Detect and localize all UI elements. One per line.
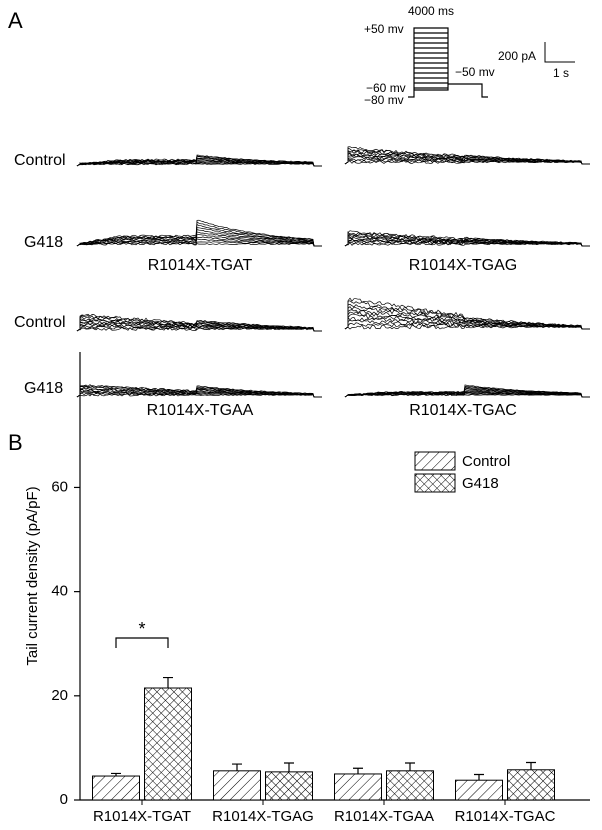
scale-bar — [544, 42, 575, 63]
legend-label: G418 — [462, 475, 499, 492]
y-tick-label: 60 — [51, 478, 68, 495]
x-tick-label: R1014X-TGAA — [334, 808, 434, 825]
protocol-label: +50 mv — [364, 22, 404, 36]
scale-label: 1 s — [553, 66, 569, 80]
trace-sweep — [76, 384, 322, 398]
error-bar — [163, 676, 173, 688]
trace-sweep — [344, 241, 590, 247]
y-tick-label: 20 — [51, 687, 68, 704]
row-label: Control — [14, 152, 66, 169]
error-bar — [474, 773, 484, 781]
bar — [507, 769, 555, 801]
panel-label: B — [8, 430, 23, 455]
trace-sweep — [344, 297, 590, 330]
y-axis-label: Tail current density (pA/pF) — [24, 486, 41, 665]
trace-sweep — [344, 231, 590, 247]
x-tick-label: R1014X-TGAT — [93, 808, 191, 825]
bar — [334, 773, 382, 801]
legend-label: Control — [462, 453, 510, 470]
bar — [386, 770, 434, 801]
voltage-protocol — [408, 27, 488, 98]
bar — [265, 771, 313, 801]
trace-sweep — [344, 149, 590, 165]
error-bar — [405, 762, 415, 771]
construct-label: R1014X-TGAT — [148, 257, 253, 274]
trace-sweep — [344, 324, 590, 330]
error-bar — [353, 767, 363, 774]
current-traces — [76, 146, 590, 398]
protocol-label: −60 mv — [366, 81, 406, 95]
trace-sweep — [344, 230, 590, 247]
legend-swatch — [414, 451, 456, 471]
legend-swatch — [414, 473, 456, 493]
error-bar — [526, 761, 536, 770]
protocol-steps — [408, 27, 488, 98]
error-bar — [284, 762, 294, 772]
protocol-label: −80 mv — [364, 93, 404, 107]
trace-sweep — [76, 313, 322, 332]
bar — [92, 775, 140, 801]
scale-label: 200 pA — [498, 49, 536, 63]
trace-sweep — [344, 153, 590, 165]
trace-sweep — [76, 219, 322, 247]
x-tick-label: R1014X-TGAC — [455, 808, 556, 825]
trace-sweep — [344, 313, 590, 330]
row-label: G418 — [24, 234, 63, 251]
y-tick-label: 40 — [51, 583, 68, 600]
x-tick-label: R1014X-TGAG — [212, 808, 314, 825]
significance-label: * — [138, 619, 145, 639]
significance-bracket — [115, 637, 169, 648]
error-bar — [111, 772, 121, 777]
bar-chart: 0 20 40 60 R1014X-TGAT R1014X-TGAG R1014X-TGAA… — [51, 352, 590, 825]
trace-sweep — [344, 384, 590, 398]
y-tick-label: 0 — [60, 791, 68, 808]
trace-sweep — [76, 324, 322, 332]
construct-label: R1014X-TGAA — [147, 402, 254, 419]
error-bar — [232, 763, 242, 771]
construct-label: R1014X-TGAC — [409, 402, 517, 419]
bar — [213, 770, 261, 801]
panel-label: A — [8, 8, 23, 33]
protocol-label: 4000 ms — [408, 4, 454, 18]
row-label: Control — [14, 314, 66, 331]
trace-sweep — [76, 154, 322, 167]
protocol-label: −50 mv — [455, 65, 495, 79]
trace-sweep — [76, 326, 322, 332]
row-label: G418 — [24, 380, 63, 397]
bar — [455, 779, 503, 801]
construct-label: R1014X-TGAG — [409, 257, 517, 274]
bar — [144, 687, 192, 801]
trace-sweep — [344, 159, 590, 165]
trace-sweep — [344, 146, 590, 165]
